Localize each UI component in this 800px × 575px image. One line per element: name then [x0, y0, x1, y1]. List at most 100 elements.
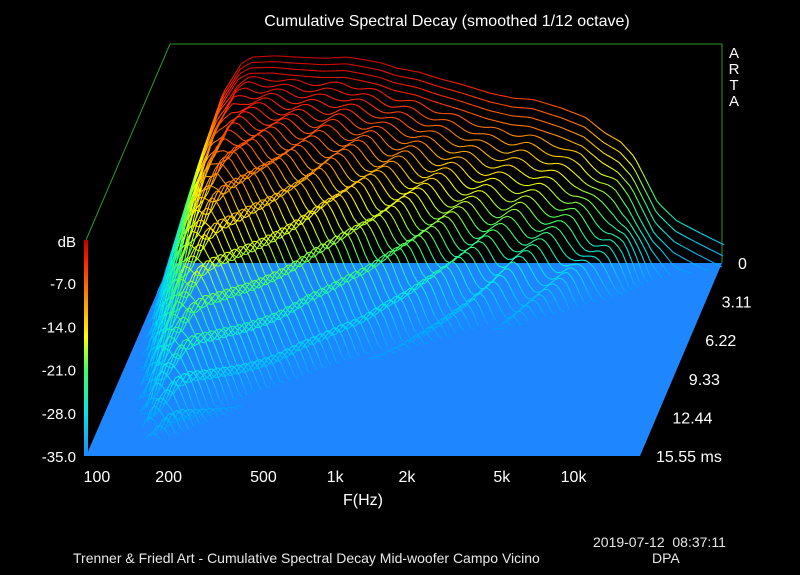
decay-slice-segment	[360, 80, 365, 82]
decay-slice-segment	[607, 257, 613, 267]
decay-slice-segment	[141, 354, 146, 357]
decay-slice-segment	[383, 153, 389, 157]
decay-slice-segment	[283, 241, 290, 252]
decay-slice-segment	[417, 87, 422, 90]
decay-slice-segment	[150, 324, 157, 338]
decay-slice-segment	[499, 274, 505, 278]
decay-slice-segment	[533, 134, 538, 138]
decay-slice-segment	[178, 243, 184, 257]
decay-slice-segment	[404, 196, 410, 200]
decay-slice-segment	[415, 313, 421, 324]
decay-slice-segment	[471, 297, 477, 301]
decay-slice-segment	[327, 203, 332, 210]
decay-slice-segment	[382, 353, 388, 357]
decay-slice-segment	[333, 242, 338, 245]
decay-slice-segment	[528, 243, 534, 247]
decay-slice-segment	[304, 174, 310, 180]
decay-slice-segment	[344, 148, 350, 152]
decay-slice-segment	[377, 125, 383, 129]
decay-slice-segment	[157, 400, 163, 411]
decay-slice-segment	[294, 150, 300, 156]
decay-slice-segment	[445, 158, 450, 161]
decay-slice-segment	[247, 248, 253, 253]
decay-slice-segment	[493, 102, 498, 105]
decay-slice-segment	[315, 322, 321, 333]
decay-slice-segment	[477, 97, 482, 100]
decay-slice-segment	[407, 295, 413, 304]
decay-slice-segment	[233, 291, 239, 297]
decay-slice-segment	[219, 94, 225, 103]
decay-slice-segment	[273, 156, 278, 160]
decay-slice-segment	[329, 317, 335, 327]
decay-slice-segment	[184, 372, 189, 376]
x-axis-label: F(Hz)	[343, 492, 383, 509]
decay-slice-segment	[206, 178, 212, 191]
decay-slice-segment	[411, 335, 417, 339]
decay-slice-segment	[212, 229, 218, 236]
decay-slice-segment	[644, 227, 649, 235]
decay-slice-segment	[145, 390, 150, 393]
decay-slice-segment	[624, 233, 629, 240]
decay-slice-segment	[539, 293, 544, 298]
decay-slice-segment	[219, 328, 225, 333]
decay-slice-segment	[386, 271, 392, 283]
decay-slice-segment	[573, 218, 579, 226]
decay-slice-segment	[471, 145, 476, 147]
decay-slice-segment	[173, 301, 178, 306]
decay-slice-segment	[280, 363, 286, 375]
decay-slice-segment	[275, 84, 280, 87]
decay-slice-segment	[379, 170, 384, 174]
decay-slice-segment	[212, 145, 218, 154]
decay-slice-segment	[267, 284, 273, 295]
decay-slice-segment	[479, 115, 484, 119]
decay-slice-segment	[166, 281, 172, 287]
decay-slice-segment	[585, 117, 590, 121]
decay-slice-segment	[623, 202, 629, 209]
decay-slice-segment	[358, 93, 363, 95]
decay-slice-segment	[501, 103, 506, 106]
decay-slice-segment	[509, 133, 515, 137]
decay-slice-segment	[330, 235, 336, 241]
decay-slice-segment	[407, 69, 412, 72]
decay-slice-segment	[569, 215, 575, 220]
decay-slice-segment	[233, 184, 239, 192]
decay-slice-segment	[234, 323, 240, 328]
decay-slice-segment	[478, 184, 484, 188]
x-tick-label: 5k	[493, 469, 511, 486]
decay-slice-segment	[398, 296, 404, 304]
decay-slice-segment	[298, 177, 304, 182]
decay-slice-segment	[214, 130, 220, 135]
decay-slice-segment	[443, 295, 449, 306]
decay-slice-segment	[146, 319, 152, 325]
decay-slice-segment	[446, 246, 451, 254]
decay-slice-segment	[147, 409, 153, 422]
decay-slice-segment	[269, 237, 275, 244]
decay-slice-segment	[187, 260, 193, 273]
decay-slice-segment	[158, 409, 164, 417]
decay-slice-segment	[466, 85, 471, 88]
decay-slice-segment	[400, 291, 405, 295]
decay-slice	[144, 270, 332, 366]
decay-slice-segment	[187, 216, 193, 234]
decay-slice-segment	[274, 119, 279, 121]
decay-slice-segment	[224, 376, 230, 387]
decay-slice-segment	[365, 317, 371, 325]
decay-slice-segment	[377, 271, 383, 282]
decay-slice-segment	[418, 187, 424, 191]
decay-slice-segment	[392, 148, 397, 151]
decay-slice-segment	[219, 261, 224, 271]
decay-slice-segment	[413, 274, 418, 283]
decay-slice-segment	[175, 318, 181, 326]
decay-slice-segment	[696, 230, 701, 234]
decay-slice-segment	[137, 397, 143, 401]
decay-slice-segment	[233, 256, 238, 266]
decay-slice-segment	[199, 271, 205, 279]
decay-slice-segment	[406, 159, 411, 166]
decay-slice-segment	[551, 191, 557, 197]
decay-slice-segment	[454, 151, 459, 154]
decay-slice-segment	[192, 271, 198, 276]
decay-slice-segment	[216, 97, 222, 110]
decay-slice-segment	[535, 118, 540, 121]
decay-slice	[146, 264, 341, 364]
decay-slice-segment	[392, 236, 398, 244]
